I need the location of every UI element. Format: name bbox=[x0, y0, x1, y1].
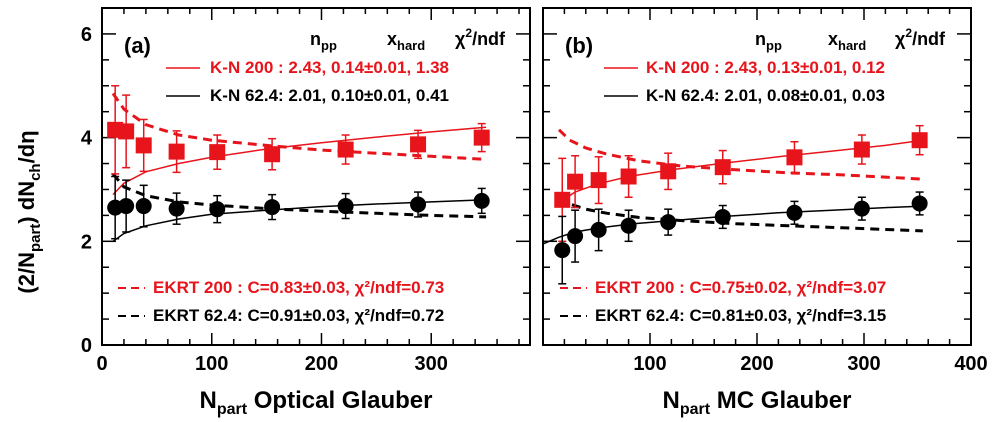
y-tick-label: 0 bbox=[81, 335, 92, 357]
data-point-circle bbox=[118, 198, 135, 215]
data-point-circle bbox=[911, 195, 928, 212]
data-point-circle bbox=[620, 217, 637, 234]
legend-kn200-a: K-N 200 : 2.43, 0.14±0.01, 1.38 bbox=[210, 58, 449, 77]
legend-kn62-b: K-N 62.4: 2.01, 0.08±0.01, 0.03 bbox=[646, 86, 885, 105]
legend-ekrt200-b: EKRT 200 : C=0.75±0.02, χ²/ndf=3.07 bbox=[595, 278, 886, 297]
data-point-circle bbox=[264, 199, 281, 216]
x-tick-label: 300 bbox=[415, 353, 448, 375]
kn-curve bbox=[112, 126, 487, 196]
data-point-circle bbox=[554, 242, 571, 259]
data-point-square bbox=[410, 136, 427, 153]
y-tick-label: 2 bbox=[81, 231, 92, 253]
svg-text:xhard: xhard bbox=[828, 29, 866, 53]
y-tick-label: 4 bbox=[81, 128, 93, 150]
data-point-circle bbox=[660, 214, 677, 231]
x-tick-label: 300 bbox=[847, 353, 880, 375]
data-point-square bbox=[118, 123, 135, 140]
y-tick-label: 6 bbox=[81, 24, 92, 46]
data-point-circle bbox=[567, 228, 584, 245]
data-point-circle bbox=[168, 200, 185, 217]
data-point-circle bbox=[410, 196, 427, 213]
data-point-circle bbox=[135, 198, 152, 215]
data-point-circle bbox=[590, 221, 607, 238]
data-point-square bbox=[209, 144, 226, 161]
data-point-circle bbox=[473, 192, 490, 209]
data-point-square bbox=[786, 149, 803, 166]
data-point-circle bbox=[786, 204, 803, 221]
ekrt-curve bbox=[558, 195, 923, 233]
x-axis-label-a: Npart Optical Glauber bbox=[200, 387, 433, 418]
panel-a-frame bbox=[101, 7, 531, 346]
data-point-circle bbox=[853, 200, 870, 217]
legend-kn62-a: K-N 62.4: 2.01, 0.10±0.01, 0.41 bbox=[210, 86, 449, 105]
svg-text:npp: npp bbox=[755, 29, 782, 53]
x-tick-label: 400 bbox=[954, 353, 987, 375]
legend-ekrt62-b: EKRT 62.4: C=0.81±0.03, χ²/ndf=3.15 bbox=[595, 306, 886, 325]
svg-text:χ2/ndf: χ2/ndf bbox=[455, 26, 506, 49]
ekrt-curve bbox=[111, 92, 487, 161]
x-tick-label: 200 bbox=[305, 353, 338, 375]
kn-curve bbox=[112, 199, 487, 242]
x-tick-label: 0 bbox=[96, 353, 107, 375]
data-point-square bbox=[853, 141, 870, 158]
x-tick-label: 100 bbox=[633, 353, 666, 375]
x-axis-label-b: Npart MC Glauber bbox=[663, 387, 852, 418]
data-point-square bbox=[660, 163, 677, 180]
data-point-square bbox=[135, 137, 152, 154]
svg-text:xhard: xhard bbox=[387, 29, 425, 53]
legend-kn200-b: K-N 200 : 2.43, 0.13±0.01, 0.12 bbox=[646, 58, 885, 77]
svg-text:χ2/ndf: χ2/ndf bbox=[895, 26, 946, 49]
data-point-square bbox=[911, 132, 928, 149]
y-axis-label: (2/Npart) dNch/dη bbox=[14, 130, 44, 293]
data-point-circle bbox=[714, 208, 731, 225]
panel-b-label: (b) bbox=[565, 33, 593, 58]
data-point-square bbox=[590, 172, 607, 189]
legend-ekrt62-a: EKRT 62.4: C=0.91±0.03, χ²/ndf=0.72 bbox=[153, 306, 444, 325]
svg-text:npp: npp bbox=[310, 29, 337, 53]
legend-ekrt200-a: EKRT 200 : C=0.83±0.03, χ²/ndf=0.73 bbox=[153, 278, 444, 297]
x-tick-label: 200 bbox=[740, 353, 773, 375]
data-point-square bbox=[554, 191, 571, 208]
panel-a-label: (a) bbox=[124, 33, 151, 58]
panel-a-param-headers: npp xhard χ2/ndf bbox=[310, 26, 506, 53]
data-point-square bbox=[620, 168, 637, 185]
data-point-square bbox=[264, 146, 281, 163]
panel-b-param-headers: npp xhard χ2/ndf bbox=[755, 26, 946, 53]
x-tick-label: 100 bbox=[195, 353, 228, 375]
plot-layer: 0 100 200 300 0 2 4 6 100 200 300 400 bbox=[81, 8, 988, 375]
data-point-square bbox=[567, 173, 584, 190]
data-point-square bbox=[337, 141, 354, 158]
data-point-square bbox=[168, 143, 185, 160]
data-point-square bbox=[473, 129, 490, 146]
data-point-circle bbox=[209, 201, 226, 218]
data-point-circle bbox=[337, 198, 354, 215]
data-point-square bbox=[714, 159, 731, 176]
